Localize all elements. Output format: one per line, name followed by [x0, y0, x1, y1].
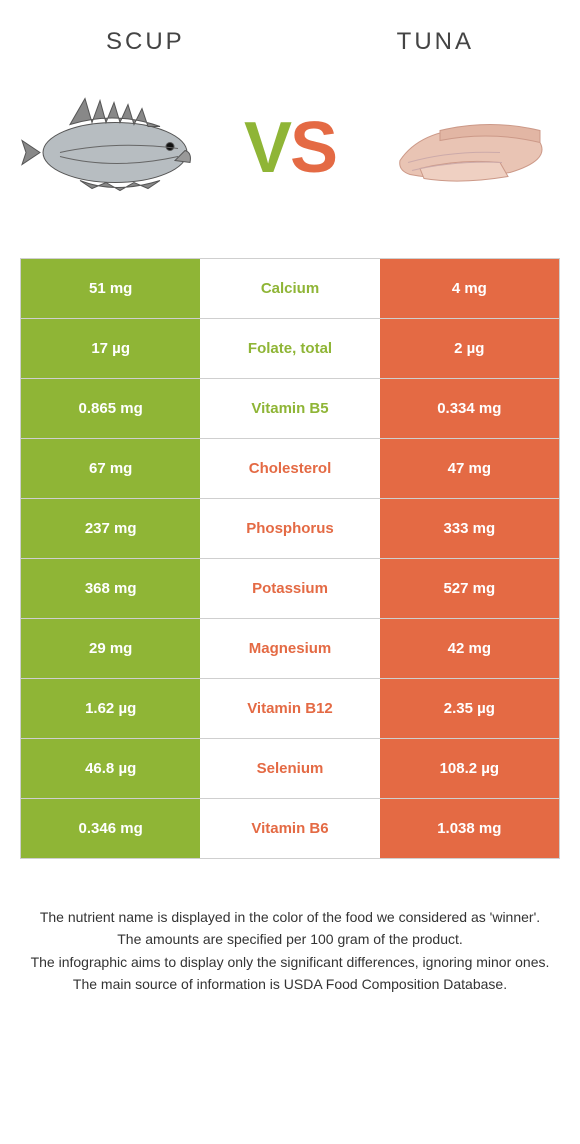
left-value: 1.62 µg [21, 679, 200, 738]
footnote-line: The nutrient name is displayed in the co… [30, 907, 550, 927]
nutrient-label: Vitamin B6 [200, 799, 379, 858]
nutrient-label: Folate, total [200, 319, 379, 378]
left-value: 237 mg [21, 499, 200, 558]
nutrition-table: 51 mgCalcium4 mg17 µgFolate, total2 µg0.… [20, 258, 560, 859]
right-value: 527 mg [380, 559, 559, 618]
right-value: 1.038 mg [380, 799, 559, 858]
left-value: 67 mg [21, 439, 200, 498]
table-row: 51 mgCalcium4 mg [21, 259, 559, 319]
table-row: 1.62 µgVitamin B122.35 µg [21, 679, 559, 739]
right-value: 2.35 µg [380, 679, 559, 738]
table-row: 0.865 mgVitamin B50.334 mg [21, 379, 559, 439]
right-value: 108.2 µg [380, 739, 559, 798]
left-value: 17 µg [21, 319, 200, 378]
table-row: 0.346 mgVitamin B61.038 mg [21, 799, 559, 859]
vs-label: VS [244, 107, 336, 189]
left-value: 29 mg [21, 619, 200, 678]
right-value: 4 mg [380, 259, 559, 318]
tuna-meat-icon [390, 91, 560, 206]
table-row: 67 mgCholesterol47 mg [21, 439, 559, 499]
left-value: 368 mg [21, 559, 200, 618]
footnote-line: The amounts are specified per 100 gram o… [30, 929, 550, 949]
right-value: 0.334 mg [380, 379, 559, 438]
footnote-line: The main source of information is USDA F… [30, 974, 550, 994]
vs-v: V [244, 108, 290, 188]
nutrient-label: Potassium [200, 559, 379, 618]
nutrient-label: Vitamin B12 [200, 679, 379, 738]
nutrient-label: Cholesterol [200, 439, 379, 498]
nutrient-label: Calcium [200, 259, 379, 318]
nutrient-label: Selenium [200, 739, 379, 798]
table-row: 46.8 µgSelenium108.2 µg [21, 739, 559, 799]
scup-fish-icon [20, 91, 210, 206]
header: Scup Tuna [0, 0, 580, 68]
hero: VS [20, 68, 560, 228]
left-value: 0.346 mg [21, 799, 200, 858]
left-value: 51 mg [21, 259, 200, 318]
footnote-line: The infographic aims to display only the… [30, 952, 550, 972]
vs-s: S [290, 108, 336, 188]
right-food-title: Tuna [397, 28, 474, 56]
nutrient-label: Vitamin B5 [200, 379, 379, 438]
table-row: 17 µgFolate, total2 µg [21, 319, 559, 379]
table-row: 368 mgPotassium527 mg [21, 559, 559, 619]
right-value: 2 µg [380, 319, 559, 378]
right-value: 333 mg [380, 499, 559, 558]
footnotes: The nutrient name is displayed in the co… [30, 907, 550, 994]
left-food-title: Scup [106, 28, 185, 56]
right-value: 42 mg [380, 619, 559, 678]
table-row: 29 mgMagnesium42 mg [21, 619, 559, 679]
table-row: 237 mgPhosphorus333 mg [21, 499, 559, 559]
left-value: 46.8 µg [21, 739, 200, 798]
nutrient-label: Phosphorus [200, 499, 379, 558]
nutrient-label: Magnesium [200, 619, 379, 678]
left-value: 0.865 mg [21, 379, 200, 438]
right-value: 47 mg [380, 439, 559, 498]
